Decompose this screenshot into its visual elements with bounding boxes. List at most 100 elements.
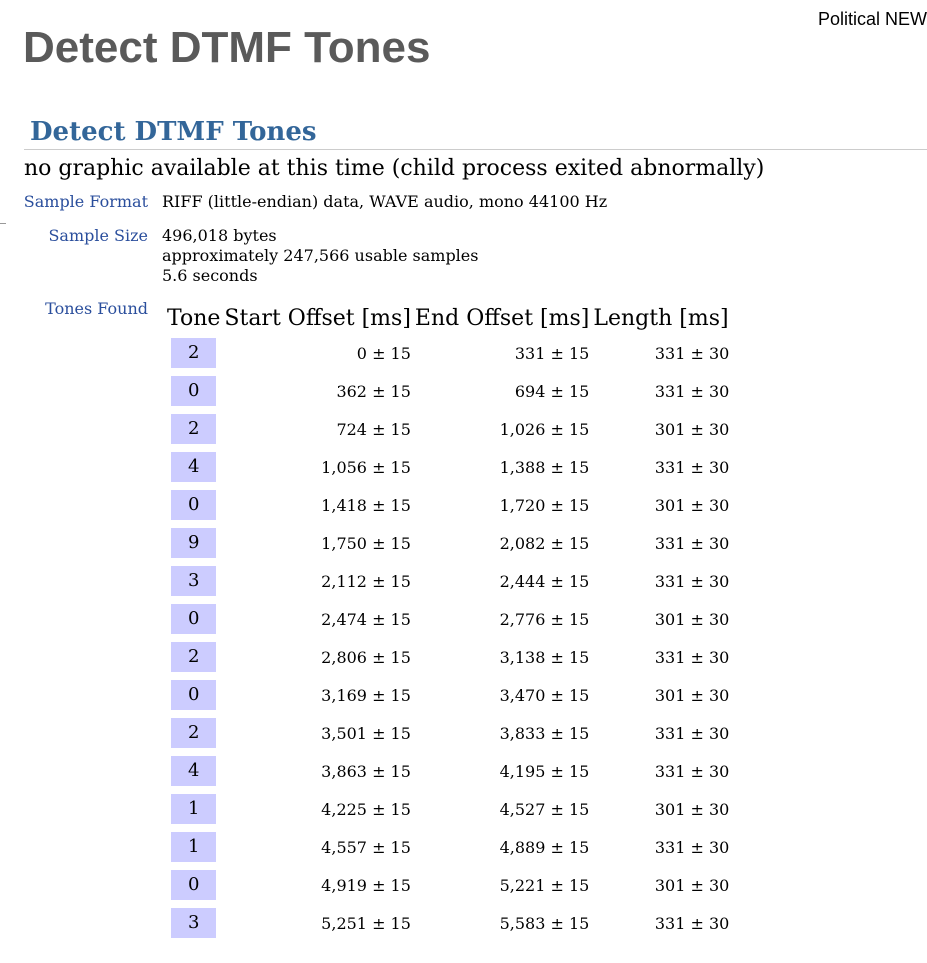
start-offset-cell: 4,557 ± 15: [321, 837, 411, 857]
tone-key-badge: 4: [171, 756, 217, 786]
sample-size-bytes: 496,018 bytes: [162, 226, 277, 245]
column-header-end-offset: End Offset [ms]: [414, 305, 590, 331]
table-row: 9 1,750 ± 15 2,082 ± 15 331 ± 30: [165, 524, 731, 562]
table-row: 4 3,863 ± 15 4,195 ± 15 331 ± 30: [165, 752, 731, 790]
tone-cell: 2: [165, 410, 222, 448]
length-cell: 301 ± 30: [654, 609, 730, 629]
start-offset-cell: 362 ± 15: [336, 381, 411, 401]
end-offset-cell: 2,776 ± 15: [499, 609, 590, 629]
sample-format-value: RIFF (little-endian) data, WAVE audio, m…: [162, 192, 608, 211]
tone-key-badge: 1: [171, 794, 217, 824]
table-row: 2 2,806 ± 15 3,138 ± 15 331 ± 30: [165, 638, 731, 676]
tone-cell: 0: [165, 372, 222, 410]
column-header-start-offset: Start Offset [ms]: [224, 305, 411, 331]
column-header-tone: Tone: [167, 305, 221, 331]
end-offset-cell: 1,720 ± 15: [499, 495, 590, 515]
start-offset-cell: 1,418 ± 15: [321, 495, 411, 515]
end-offset-cell: 331 ± 15: [514, 343, 590, 363]
start-offset-cell: 3,169 ± 15: [321, 685, 411, 705]
length-cell: 331 ± 30: [654, 533, 730, 553]
tone-key-badge: 9: [171, 528, 217, 558]
tone-cell: 2: [165, 638, 222, 676]
tone-key-badge: 2: [171, 718, 217, 748]
tone-cell: 0: [165, 676, 222, 714]
table-row: 0 1,418 ± 15 1,720 ± 15 301 ± 30: [165, 486, 731, 524]
table-row: 0 2,474 ± 15 2,776 ± 15 301 ± 30: [165, 600, 731, 638]
length-cell: 331 ± 30: [654, 343, 730, 363]
length-cell: 301 ± 30: [654, 495, 730, 515]
tones-table: Tone Start Offset [ms] End Offset [ms] L…: [165, 302, 731, 942]
sample-size-label: Sample Size: [48, 226, 148, 245]
end-offset-cell: 2,082 ± 15: [499, 533, 590, 553]
table-row: 2 3,501 ± 15 3,833 ± 15 331 ± 30: [165, 714, 731, 752]
end-offset-cell: 4,527 ± 15: [499, 799, 590, 819]
end-offset-cell: 4,195 ± 15: [499, 761, 590, 781]
tone-key-badge: 2: [171, 414, 217, 444]
table-row: 4 1,056 ± 15 1,388 ± 15 331 ± 30: [165, 448, 731, 486]
political-news-link[interactable]: Political NEW: [818, 9, 927, 29]
start-offset-cell: 2,806 ± 15: [321, 647, 411, 667]
start-offset-cell: 2,112 ± 15: [321, 571, 411, 591]
tone-cell: 0: [165, 600, 222, 638]
end-offset-cell: 4,889 ± 15: [499, 837, 590, 857]
tone-key-badge: 3: [171, 908, 217, 938]
table-row: 0 3,169 ± 15 3,470 ± 15 301 ± 30: [165, 676, 731, 714]
tone-cell: 1: [165, 828, 222, 866]
length-cell: 301 ± 30: [654, 875, 730, 895]
tone-key-badge: 0: [171, 490, 217, 520]
start-offset-cell: 4,225 ± 15: [321, 799, 411, 819]
section-divider: [24, 149, 927, 150]
end-offset-cell: 3,470 ± 15: [499, 685, 590, 705]
end-offset-cell: 2,444 ± 15: [499, 571, 590, 591]
end-offset-cell: 3,138 ± 15: [499, 647, 590, 667]
table-row: 0 4,919 ± 15 5,221 ± 15 301 ± 30: [165, 866, 731, 904]
tone-cell: 0: [165, 486, 222, 524]
start-offset-cell: 724 ± 15: [336, 419, 411, 439]
length-cell: 331 ± 30: [654, 761, 730, 781]
end-offset-cell: 5,583 ± 15: [499, 913, 590, 933]
no-graphic-message: no graphic available at this time (child…: [24, 156, 765, 181]
start-offset-cell: 0 ± 15: [356, 343, 411, 363]
tone-cell: 2: [165, 714, 222, 752]
end-offset-cell: 694 ± 15: [514, 381, 590, 401]
end-offset-cell: 1,026 ± 15: [499, 419, 590, 439]
length-cell: 331 ± 30: [654, 381, 730, 401]
length-cell: 331 ± 30: [654, 913, 730, 933]
length-cell: 331 ± 30: [654, 723, 730, 743]
section-title: Detect DTMF Tones: [30, 117, 317, 147]
tone-cell: 4: [165, 448, 222, 486]
tone-cell: 4: [165, 752, 222, 790]
tone-key-badge: 3: [171, 566, 217, 596]
tone-cell: 9: [165, 524, 222, 562]
tone-key-badge: 0: [171, 376, 217, 406]
page-title: Detect DTMF Tones: [23, 23, 431, 72]
tone-cell: 0: [165, 866, 222, 904]
start-offset-cell: 1,056 ± 15: [321, 457, 411, 477]
tone-key-badge: 1: [171, 832, 217, 862]
tone-key-badge: 0: [171, 870, 217, 900]
table-row: 1 4,557 ± 15 4,889 ± 15 331 ± 30: [165, 828, 731, 866]
tone-key-badge: 0: [171, 680, 217, 710]
length-cell: 331 ± 30: [654, 837, 730, 857]
tone-cell: 3: [165, 562, 222, 600]
start-offset-cell: 2,474 ± 15: [321, 609, 411, 629]
tone-cell: 1: [165, 790, 222, 828]
tone-cell: 3: [165, 904, 222, 942]
table-row: 3 5,251 ± 15 5,583 ± 15 331 ± 30: [165, 904, 731, 942]
tone-key-badge: 0: [171, 604, 217, 634]
tone-cell: 2: [165, 334, 222, 372]
tone-key-badge: 2: [171, 338, 217, 368]
length-cell: 331 ± 30: [654, 457, 730, 477]
tones-table-header-row: Tone Start Offset [ms] End Offset [ms] L…: [165, 302, 731, 334]
length-cell: 301 ± 30: [654, 799, 730, 819]
length-cell: 301 ± 30: [654, 419, 730, 439]
tone-key-badge: 2: [171, 642, 217, 672]
sample-size-seconds: 5.6 seconds: [162, 266, 258, 285]
length-cell: 331 ± 30: [654, 571, 730, 591]
tones-table-body: 2 0 ± 15 331 ± 15 331 ± 30 0 362 ± 15 694 ± 15…: [165, 334, 731, 942]
length-cell: 331 ± 30: [654, 647, 730, 667]
end-offset-cell: 1,388 ± 15: [499, 457, 590, 477]
sample-format-label: Sample Format: [23, 192, 148, 211]
start-offset-cell: 5,251 ± 15: [321, 913, 411, 933]
end-offset-cell: 5,221 ± 15: [499, 875, 590, 895]
